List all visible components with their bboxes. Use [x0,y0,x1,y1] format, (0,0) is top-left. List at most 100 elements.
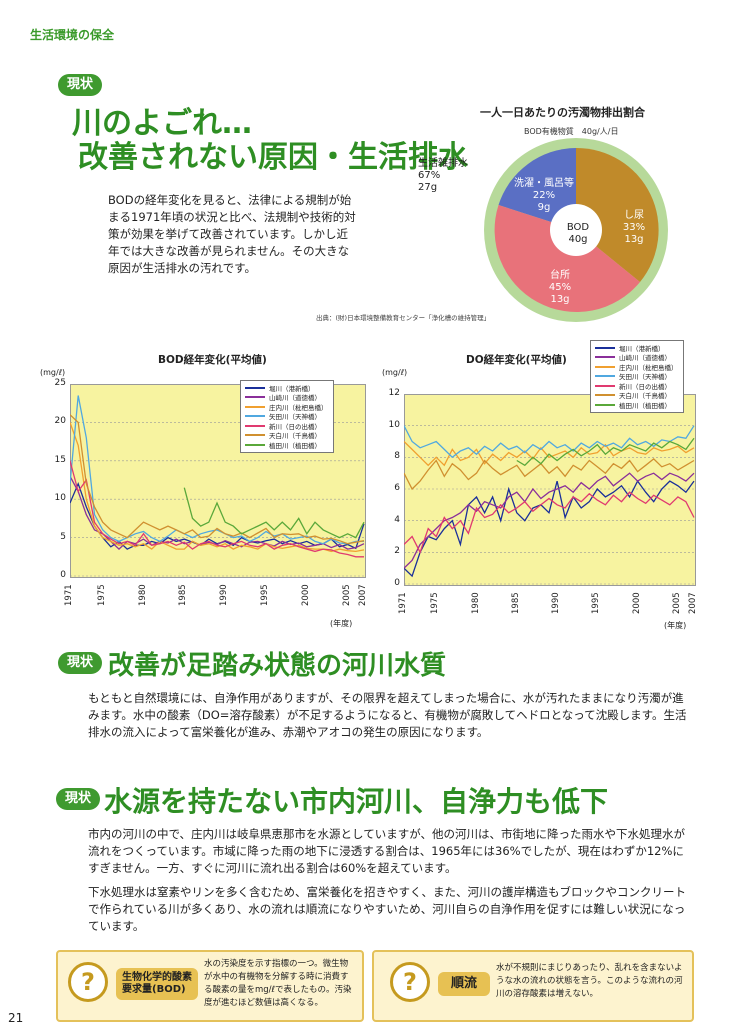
x-tick-label: 1980 [137,584,148,606]
legend-label: 新川（日の出橋） [619,382,671,391]
section3-paragraph2: 下水処理水は窒素やリンを多く含むため、富栄養化を招きやすく、また、河川の護岸構造… [88,885,686,933]
legend-entry: 堀川（港新橋） [595,343,679,353]
legend-swatch [595,403,615,406]
pie-center-label: BOD 40g [553,222,603,246]
status-badge-3: 現状 [56,788,100,810]
legend-swatch [245,434,265,437]
y-tick-label: 15 [54,454,66,465]
series-line-4 [70,460,364,558]
legend-label: 山崎川（道徳橋） [269,394,321,403]
legend-entry: 庄内川（枇杷島橋） [595,362,679,372]
legend-swatch [245,415,265,418]
do-legend: 堀川（港新橋） 山崎川（道徳橋） 庄内川（枇杷島橋） 矢田川（天神橋） 新川（日の出橋）… [590,340,684,413]
series-line-2 [404,441,695,467]
legend-swatch [595,365,615,368]
y-tick-label: 8 [394,451,400,462]
x-tick-label: 1985 [178,584,189,606]
info-flow-tag: 順流 [438,972,490,996]
y-tick-label: 20 [54,416,66,427]
x-tick-label: 1975 [430,592,441,614]
question-icon: ? [68,962,108,1002]
info-bod-text: 水の汚染度を示す指標の一つ。微生物が水中の有機物を分解する時に消費する酸素の量を… [204,959,352,1008]
x-tick-label: 1971 [64,584,74,606]
series-line-0 [404,479,695,578]
legend-entry: 植田川（植田橋） [595,400,679,410]
x-tick-label: 1995 [591,592,602,614]
legend-entry: 矢田川（天神橋） [245,412,329,421]
legend-entry: 庄内川（枇杷島橋） [245,402,329,412]
series-line-6 [516,437,695,467]
y-tick-label: 10 [54,493,66,504]
pie-kitchen-label: 台所 45% 13g [540,270,580,306]
pie-outer-g: 27g [418,182,438,193]
do-unit-label: (mg/ℓ) [382,368,408,377]
x-tick-label: 1980 [470,592,481,614]
info-bod-tag-line1: 生物化学的酸素 [122,972,192,983]
pie-wash-label: 洗濯・風呂等 22% 9g [512,178,576,214]
x-tick-label: 2005 [341,584,352,606]
page-title-line1: 川のよごれ… [72,106,252,141]
x-tick-label: 1985 [510,592,521,614]
legend-label: 天白川（千鳥橋） [619,392,671,401]
pie-source: 出典：(財)日本環境整備教育センター「浄化槽の維持管理」 [316,314,491,322]
section2-paragraph: もともと自然環境には、自浄作用がありますが、その限界を超えてしまった場合に、水が… [88,691,687,739]
legend-entry: 天白川（千鳥橋） [595,391,679,401]
info-flow-text: 水が不規則にまじりあったり、乱れを含まないような水の流れの状態を言う。このような… [496,963,683,999]
y-tick-label: 6 [394,483,400,493]
y-tick-label: 12 [388,388,400,398]
x-tick-label: 2000 [300,584,311,606]
legend-entry: 植田川（植田橋） [245,440,329,450]
bod-xlabel: (年度) [330,619,353,628]
status-badge: 現状 [58,74,102,96]
legend-entry: 山崎川（道徳橋） [595,353,679,362]
pie-center-text: BOD [566,222,590,233]
legend-label: 新川（日の出橋） [269,422,321,431]
pie-human-name: し尿 [624,210,644,221]
pie-title: 一人一日あたりの汚濁物排出割合 [480,106,645,119]
legend-swatch [245,405,265,408]
do-chart-title: DO経年変化(平均値) [466,354,567,366]
series-line-5 [404,458,695,491]
y-tick-label: 5 [60,531,66,542]
legend-label: 植田川（植田橋） [269,441,321,450]
series-line-2 [70,422,365,553]
question-icon: ? [390,962,430,1002]
pie-human-pct: 33% [622,222,646,233]
pie-outer-pct: 67% [418,170,441,181]
pie-chart [484,138,668,322]
do-plot-area [404,394,696,586]
y-tick-label: 25 [54,378,66,388]
x-tick-label: 2007 [358,584,368,606]
legend-label: 矢田川（天神橋） [619,373,671,382]
x-tick-label: 1975 [96,584,107,606]
legend-label: 植田川（植田橋） [619,401,671,410]
legend-entry: 山崎川（道徳橋） [245,393,329,403]
y-tick-label: 2 [394,546,400,557]
info-bod-tag: 生物化学的酸素 要求量(BOD) [116,968,198,1000]
page-number: 21 [8,1011,24,1025]
x-tick-label: 1995 [260,584,270,606]
y-tick-label: 4 [394,514,400,525]
x-tick-label: 2007 [688,592,698,614]
pie-subtitle: BOD有機物質 40g/人/日 [524,127,619,136]
x-tick-label: 1971 [398,592,408,614]
legend-entry: 新川（日の出橋） [595,381,679,391]
legend-label: 庄内川（枇杷島橋） [269,403,328,412]
pie-kitchen-g: 13g [550,294,570,305]
pie-wash-pct: 22% [532,190,556,201]
pie-human-label: し尿 33% 13g [614,210,654,246]
legend-label: 天白川（千鳥橋） [269,432,321,441]
legend-swatch [245,396,265,399]
series-line-3 [70,395,364,545]
pie-slice-wash [498,148,576,230]
pie-outer-name: 生活雑排水 [418,158,468,169]
legend-swatch [595,375,615,378]
do-xlabel: (年度) [664,621,687,630]
series-line-1 [70,475,365,550]
pie-wash-g: 9g [537,202,551,213]
section3-title: 水源を持たない市内河川、自浄力も低下 [104,785,609,818]
pie-kitchen-pct: 45% [548,282,572,293]
bod-unit-label: (mg/ℓ) [40,368,66,377]
pie-center [550,204,602,256]
info-box-flow: ? 順流 水が不規則にまじりあったり、乱れを含まないような水の流れの状態を言う。… [372,950,694,1022]
